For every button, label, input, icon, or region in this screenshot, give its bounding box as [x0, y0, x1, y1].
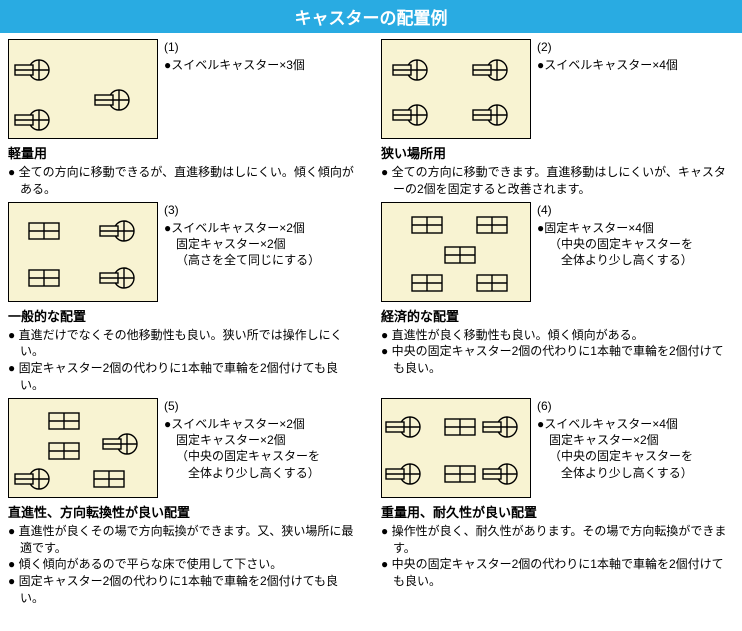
bullet-item: 操作性が良く、耐久性があります。その場で方向転換ができます。: [381, 523, 734, 557]
panel-6: (6) スイベルキャスター×4個固定キャスター×2個（中央の固定キャスターを 全体…: [381, 398, 734, 607]
panel-side-info: (2) スイベルキャスター×4個: [537, 39, 678, 73]
panel-top: (6) スイベルキャスター×4個固定キャスター×2個（中央の固定キャスターを 全体…: [381, 398, 734, 498]
caster-count-line: 全体より少し高くする）: [537, 465, 693, 481]
panel-number: (5): [164, 398, 320, 414]
bullet-item: 直進だけでなくその他移動性も良い。狭い所では操作しにくい。: [8, 327, 361, 361]
panel-1: (1) スイベルキャスター×3個軽量用全ての方向に移動できるが、直進移動はしにくい…: [8, 39, 361, 198]
panel-heading: 一般的な配置: [8, 306, 361, 325]
panel-bullets: 操作性が良く、耐久性があります。その場で方向転換ができます。中央の固定キャスター…: [381, 523, 734, 590]
caster-count-line: 固定キャスター×2個: [164, 236, 320, 252]
layout-grid: (1) スイベルキャスター×3個軽量用全ての方向に移動できるが、直進移動はしにくい…: [0, 33, 742, 617]
caster-count-line: スイベルキャスター×4個: [537, 416, 693, 432]
bullet-item: 直進性が良くその場で方向転換ができます。又、狭い場所に最適です。: [8, 523, 361, 557]
panel-bullets: 全ての方向に移動できるが、直進移動はしにくい。傾く傾向がある。: [8, 164, 361, 198]
caster-count-line: 全体より少し高くする）: [537, 252, 693, 268]
caster-diagram: [8, 39, 158, 139]
caster-diagram: [381, 202, 531, 302]
bullet-item: 全ての方向に移動できるが、直進移動はしにくい。傾く傾向がある。: [8, 164, 361, 198]
panel-side-info: (5) スイベルキャスター×2個固定キャスター×2個（中央の固定キャスターを 全体…: [164, 398, 320, 481]
panel-side-info: (4) 固定キャスター×4個（中央の固定キャスターを 全体より少し高くする）: [537, 202, 693, 269]
bullet-item: 直進性が良く移動性も良い。傾く傾向がある。: [381, 327, 734, 344]
panel-number: (4): [537, 202, 693, 218]
caster-count-line: （中央の固定キャスターを: [537, 236, 693, 252]
panel-top: (1) スイベルキャスター×3個: [8, 39, 361, 139]
bullet-item: 固定キャスター2個の代わりに1本軸で車輪を2個付けても良い。: [8, 360, 361, 394]
caster-diagram: [381, 39, 531, 139]
caster-diagram: [8, 202, 158, 302]
panel-bullets: 直進性が良く移動性も良い。傾く傾向がある。中央の固定キャスター2個の代わりに1本…: [381, 327, 734, 377]
caster-diagram: [8, 398, 158, 498]
panel-heading: 経済的な配置: [381, 306, 734, 325]
panel-number: (6): [537, 398, 693, 414]
bullet-item: 傾く傾向があるので平らな床で使用して下さい。: [8, 556, 361, 573]
caster-count-line: スイベルキャスター×2個: [164, 416, 320, 432]
caster-diagram: [381, 398, 531, 498]
bullet-item: 全ての方向に移動できます。直進移動はしにくいが、キャスターの2個を固定すると改善…: [381, 164, 734, 198]
panel-side-info: (6) スイベルキャスター×4個固定キャスター×2個（中央の固定キャスターを 全体…: [537, 398, 693, 481]
caster-count-line: （中央の固定キャスターを: [164, 448, 320, 464]
panel-5: (5) スイベルキャスター×2個固定キャスター×2個（中央の固定キャスターを 全体…: [8, 398, 361, 607]
panel-top: (4) 固定キャスター×4個（中央の固定キャスターを 全体より少し高くする）: [381, 202, 734, 302]
panel-number: (1): [164, 39, 305, 55]
panel-bullets: 直進だけでなくその他移動性も良い。狭い所では操作しにくい。固定キャスター2個の代…: [8, 327, 361, 394]
caster-count-line: （高さを全て同じにする）: [164, 252, 320, 268]
caster-count-line: スイベルキャスター×3個: [164, 57, 305, 73]
caster-count-line: （中央の固定キャスターを: [537, 448, 693, 464]
panel-heading: 重量用、耐久性が良い配置: [381, 502, 734, 521]
panel-heading: 直進性、方向転換性が良い配置: [8, 502, 361, 521]
caster-count-line: 固定キャスター×2個: [537, 432, 693, 448]
caster-count-line: 全体より少し高くする）: [164, 465, 320, 481]
panel-side-info: (3) スイベルキャスター×2個固定キャスター×2個（高さを全て同じにする）: [164, 202, 320, 269]
panel-top: (2) スイベルキャスター×4個: [381, 39, 734, 139]
caster-count-line: スイベルキャスター×2個: [164, 220, 320, 236]
bullet-item: 中央の固定キャスター2個の代わりに1本軸で車輪を2個付けても良い。: [381, 343, 734, 377]
panel-top: (5) スイベルキャスター×2個固定キャスター×2個（中央の固定キャスターを 全体…: [8, 398, 361, 498]
caster-count-line: スイベルキャスター×4個: [537, 57, 678, 73]
panel-4: (4) 固定キャスター×4個（中央の固定キャスターを 全体より少し高くする） 経済的…: [381, 202, 734, 394]
panel-2: (2) スイベルキャスター×4個狭い場所用全ての方向に移動できます。直進移動はしに…: [381, 39, 734, 198]
caster-count-line: 固定キャスター×4個: [537, 220, 693, 236]
bullet-item: 固定キャスター2個の代わりに1本軸で車輪を2個付けても良い。: [8, 573, 361, 607]
panel-heading: 狭い場所用: [381, 143, 734, 162]
panel-3: (3) スイベルキャスター×2個固定キャスター×2個（高さを全て同じにする） 一般的…: [8, 202, 361, 394]
panel-heading: 軽量用: [8, 143, 361, 162]
panel-number: (2): [537, 39, 678, 55]
title-bar: キャスターの配置例: [0, 0, 742, 33]
panel-top: (3) スイベルキャスター×2個固定キャスター×2個（高さを全て同じにする）: [8, 202, 361, 302]
panel-side-info: (1) スイベルキャスター×3個: [164, 39, 305, 73]
caster-count-line: 固定キャスター×2個: [164, 432, 320, 448]
panel-bullets: 全ての方向に移動できます。直進移動はしにくいが、キャスターの2個を固定すると改善…: [381, 164, 734, 198]
bullet-item: 中央の固定キャスター2個の代わりに1本軸で車輪を2個付けても良い。: [381, 556, 734, 590]
panel-bullets: 直進性が良くその場で方向転換ができます。又、狭い場所に最適です。傾く傾向があるの…: [8, 523, 361, 607]
panel-number: (3): [164, 202, 320, 218]
